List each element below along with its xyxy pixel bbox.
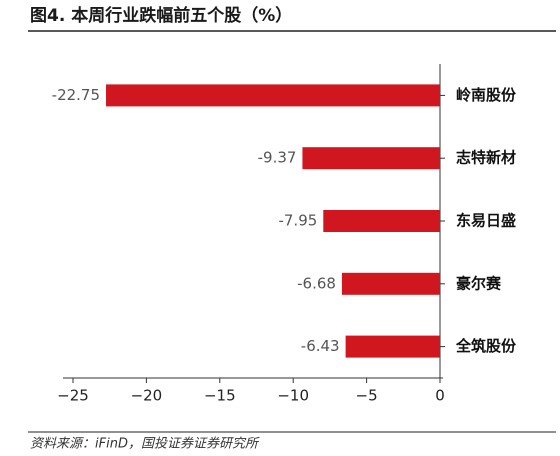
- bar: [341, 272, 440, 295]
- x-tick-label: −15: [204, 387, 236, 405]
- value-label: -7.95: [278, 212, 317, 230]
- bar: [106, 84, 440, 107]
- chart-title: 图4. 本周行业跌幅前五个股（%）: [30, 5, 292, 26]
- value-label: -6.43: [301, 337, 340, 355]
- bar: [323, 210, 440, 232]
- category-label: 豪尔赛: [456, 274, 502, 292]
- value-label: -22.75: [52, 86, 100, 104]
- value-label: -6.68: [297, 274, 336, 292]
- category-label: 岭南股份: [456, 86, 517, 104]
- bar: [345, 335, 440, 358]
- x-tick-label: 0: [435, 387, 445, 405]
- category-label: 全筑股份: [455, 337, 517, 355]
- x-tick-label: −25: [57, 387, 89, 405]
- category-label: 东易日盛: [456, 212, 516, 230]
- source: 资料来源：iFinD，国投证券证券研究所: [30, 436, 260, 452]
- bar: [302, 147, 440, 170]
- x-tick-label: −20: [131, 387, 163, 405]
- x-tick-label: −10: [277, 387, 309, 405]
- category-label: 志特新材: [456, 149, 516, 167]
- x-tick-label: −5: [356, 387, 378, 405]
- value-label: -9.37: [258, 149, 297, 167]
